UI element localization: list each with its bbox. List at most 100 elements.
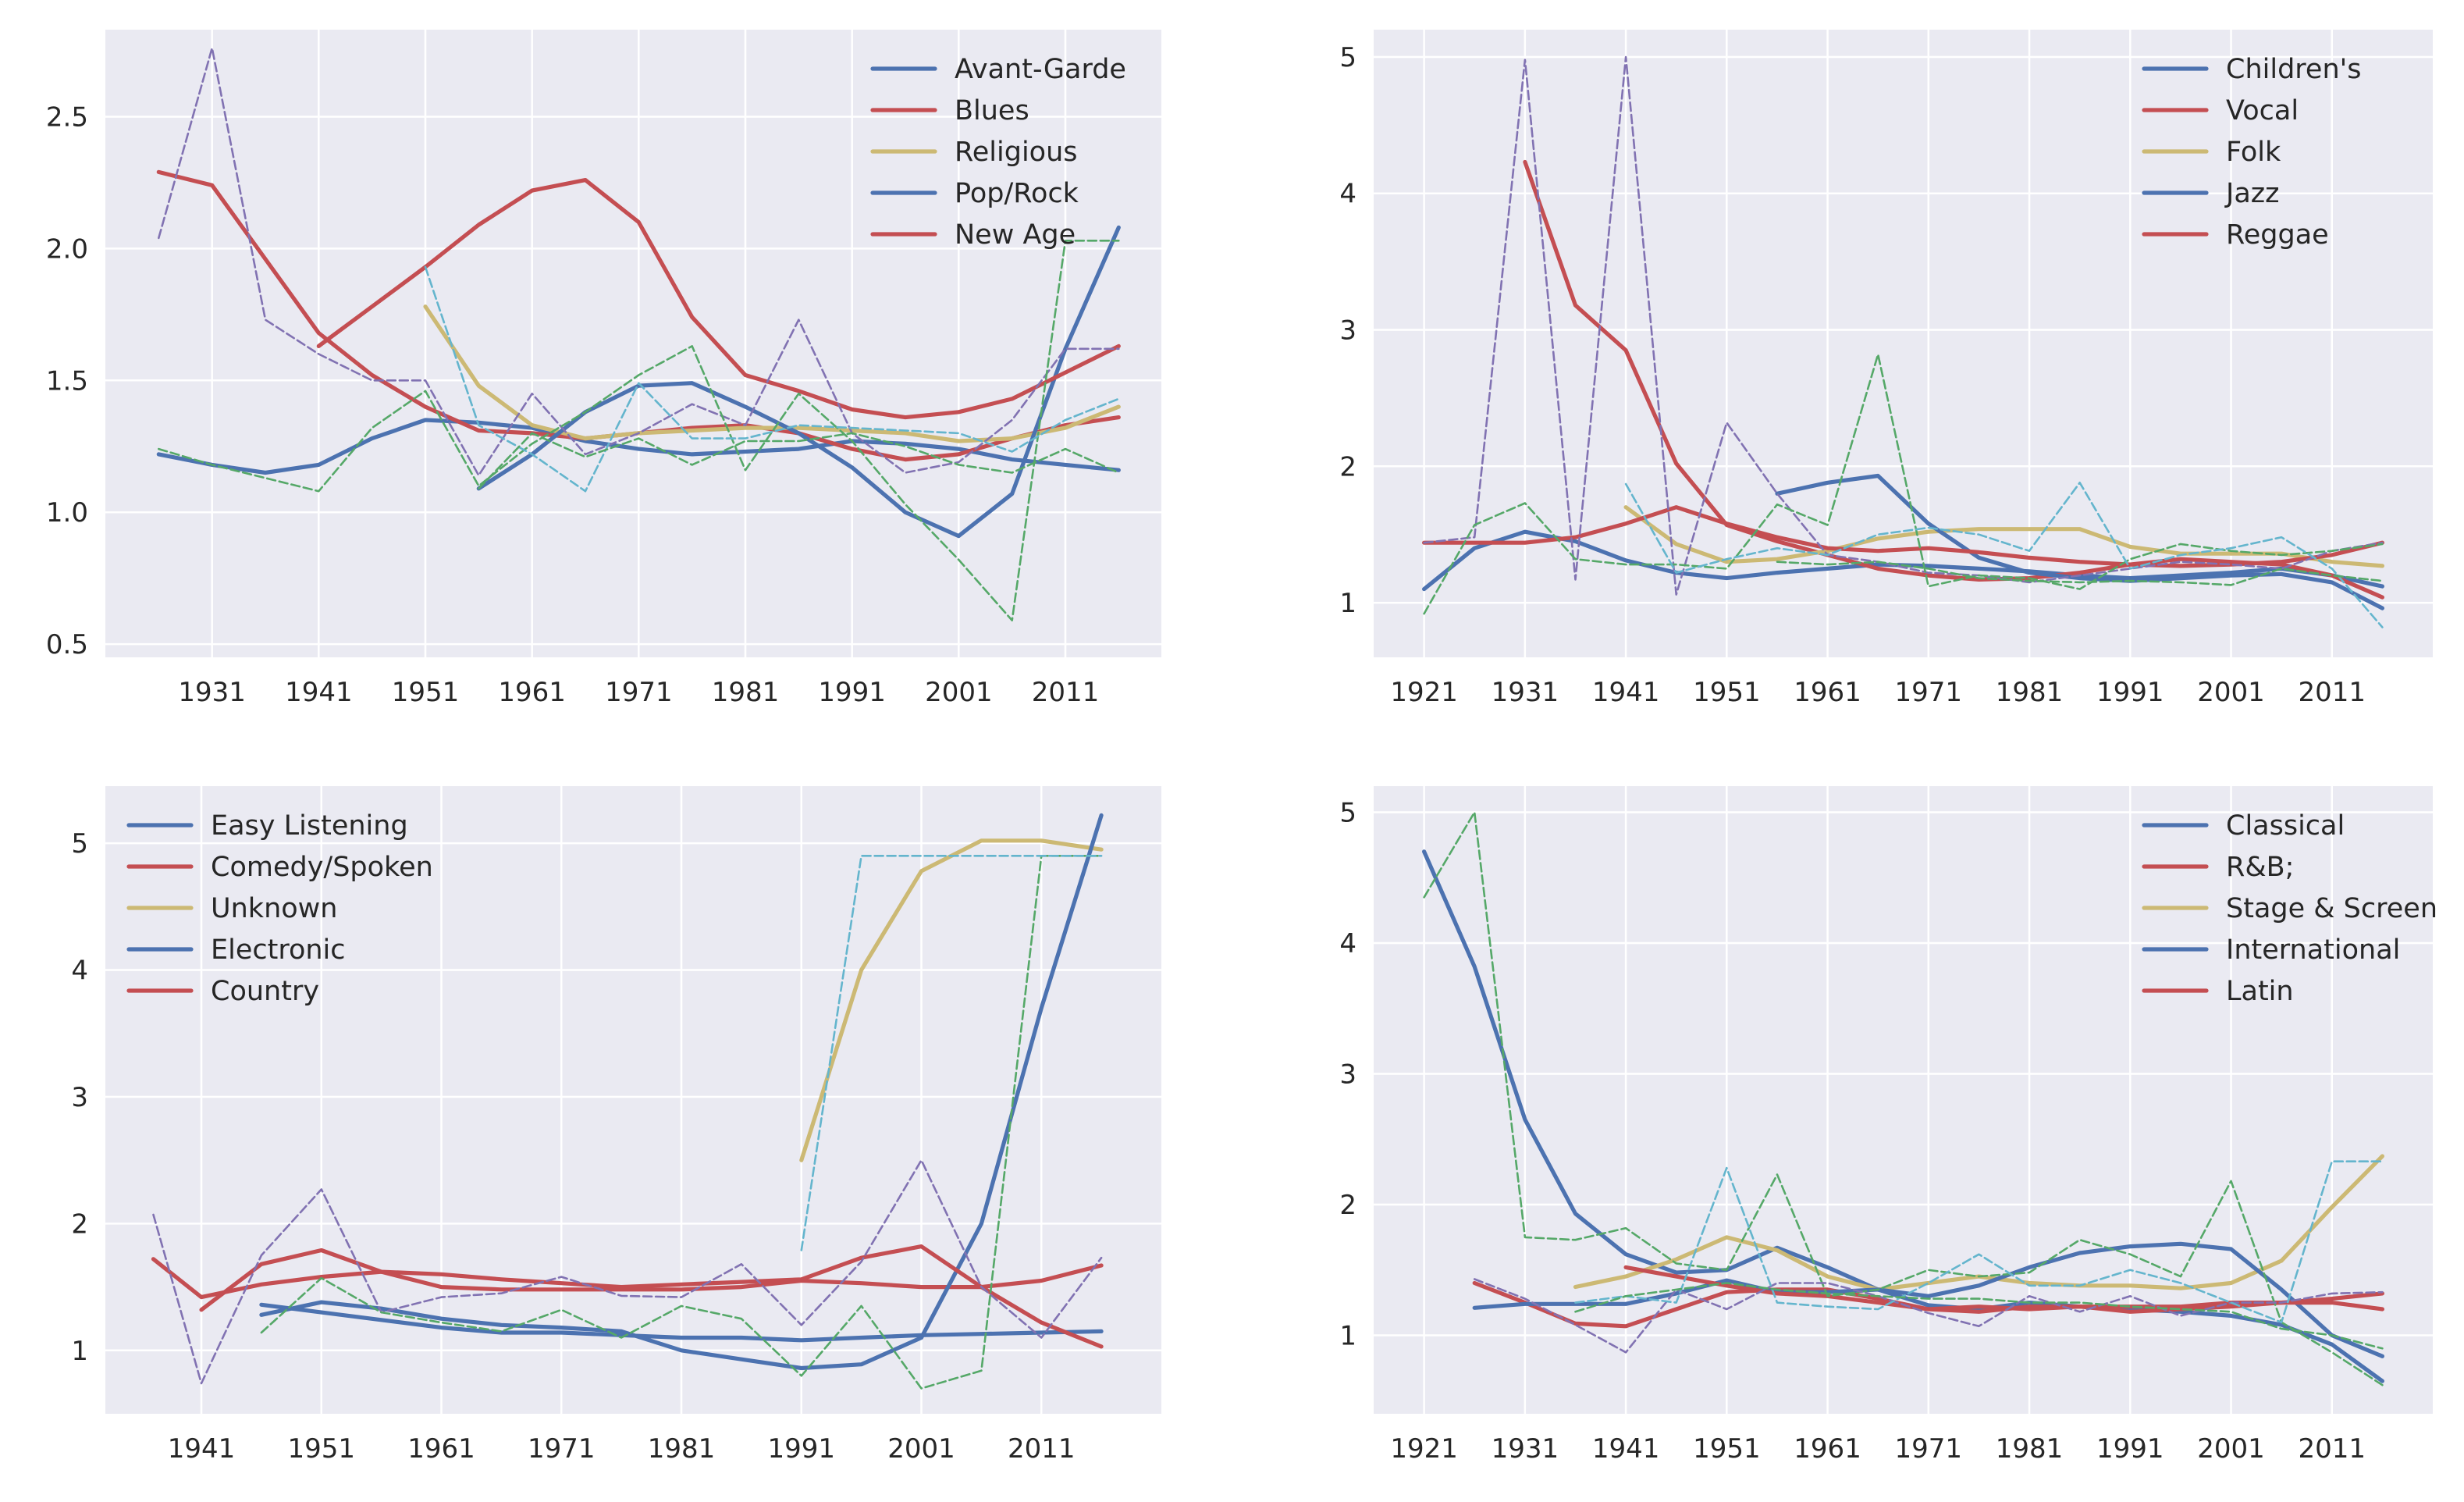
y-tick-label: 1 xyxy=(1339,588,1356,619)
series-line-dashed xyxy=(424,265,1120,493)
y-tick-label: 2 xyxy=(1339,1190,1356,1221)
y-tick-label: 2 xyxy=(71,1208,88,1240)
series-line-religious xyxy=(423,304,1121,443)
series-line-dashed xyxy=(1423,811,2384,1386)
legend-label: Folk xyxy=(2226,137,2281,168)
series-line-international xyxy=(1472,1241,2384,1358)
legend-label: Country xyxy=(211,976,319,1007)
chart-panel-2: 1921 1931 1941 1951 1961 1971 1981 1991 2001 2011… xyxy=(1339,30,2433,708)
x-tick-label: 1951 xyxy=(392,677,460,708)
legend-label: Vocal xyxy=(2226,95,2299,126)
series-line-dashed xyxy=(152,1159,1103,1385)
series-line-jazz xyxy=(1775,473,2384,610)
x-tick-label: 1981 xyxy=(1996,677,2064,708)
x-tick-label: 1991 xyxy=(2096,677,2164,708)
series-line-dashed xyxy=(260,855,1103,1390)
legend-label: Reggae xyxy=(2226,219,2329,251)
x-tick-label: 1951 xyxy=(1693,677,1761,708)
legend-label: Religious xyxy=(955,137,1078,168)
y-tick-label: 3 xyxy=(1339,1059,1356,1091)
chart-panel-4: 1921 1931 1941 1951 1961 1971 1981 1991 2001 2011… xyxy=(1339,786,2437,1465)
x-tick-label: 1941 xyxy=(1592,677,1660,708)
legend-label: Stage & Screen xyxy=(2226,893,2437,924)
x-tick-label: 1991 xyxy=(818,677,886,708)
plot-background xyxy=(105,30,1161,657)
x-tick-label: 1961 xyxy=(1794,1433,1861,1465)
y-tick-label: 3 xyxy=(71,1082,88,1113)
x-tick-label: 1981 xyxy=(712,677,780,708)
legend-label: R&B; xyxy=(2226,852,2294,883)
legend-label: Avant-Garde xyxy=(955,54,1126,85)
legend-label: International xyxy=(2226,934,2400,966)
legend-label: Children's xyxy=(2226,54,2361,85)
y-tick-label: 2.0 xyxy=(46,233,88,265)
legend-label: New Age xyxy=(955,219,1076,251)
series-line-avant-garde xyxy=(156,418,1121,475)
x-tick-label: 2001 xyxy=(2197,1433,2265,1465)
x-tick-label: 1931 xyxy=(178,677,246,708)
x-tick-label: 1961 xyxy=(498,677,566,708)
y-tick-label: 5 xyxy=(71,828,88,860)
x-tick-label: 1931 xyxy=(1492,1433,1559,1465)
x-tick-label: 1961 xyxy=(407,1433,475,1465)
y-tick-label: 1.0 xyxy=(46,497,88,529)
x-tick-label: 1971 xyxy=(605,677,673,708)
series-line-new-age xyxy=(316,178,1121,420)
series-line-dashed xyxy=(158,47,1120,477)
x-tick-label: 2011 xyxy=(2298,677,2366,708)
y-tick-label: 0.5 xyxy=(46,629,88,660)
series-line-country xyxy=(199,1244,1104,1349)
plot-background xyxy=(1374,786,2433,1414)
legend-label: Blues xyxy=(955,95,1029,126)
x-tick-label: 2001 xyxy=(887,1433,955,1465)
y-tick-label: 2 xyxy=(1339,451,1356,482)
y-tick-label: 1.5 xyxy=(46,365,88,397)
legend-label: Easy Listening xyxy=(211,810,408,842)
x-tick-label: 1921 xyxy=(1390,1433,1458,1465)
x-tick-label: 2011 xyxy=(2298,1433,2366,1465)
x-tick-label: 1981 xyxy=(1996,1433,2064,1465)
x-tick-label: 1941 xyxy=(285,677,353,708)
x-tick-label: 2011 xyxy=(1032,677,1100,708)
legend: Avant-Garde Blues Religious Pop/Rock New Age xyxy=(870,54,1126,251)
y-tick-label: 4 xyxy=(1339,179,1356,210)
legend-label: Comedy/Spoken xyxy=(211,852,433,883)
series-line-dashed xyxy=(1423,55,2384,596)
series-line-dashed xyxy=(1574,1160,2384,1324)
series-line-dashed xyxy=(1624,481,2384,628)
x-tick-label: 1991 xyxy=(2096,1433,2164,1465)
x-tick-label: 2001 xyxy=(2197,677,2265,708)
y-tick-label: 1 xyxy=(1339,1321,1356,1352)
y-tick-label: 5 xyxy=(1339,42,1356,73)
series-line-comedy-spoken xyxy=(151,1257,1104,1300)
x-tick-label: 1971 xyxy=(1895,677,1963,708)
x-tick-label: 1971 xyxy=(528,1433,596,1465)
series-line-dashed xyxy=(800,855,1103,1251)
x-tick-label: 1951 xyxy=(1693,1433,1761,1465)
legend: Children's Vocal Folk Jazz Reggae xyxy=(2142,54,2361,251)
series-line-dashed xyxy=(477,432,1120,490)
x-tick-label: 2011 xyxy=(1008,1433,1076,1465)
series-line-dashed xyxy=(158,239,1120,622)
y-tick-label: 4 xyxy=(1339,928,1356,959)
y-tick-label: 3 xyxy=(1339,315,1356,347)
y-tick-label: 1 xyxy=(71,1336,88,1367)
x-tick-label: 1941 xyxy=(1592,1433,1660,1465)
chart-panel-1: 1931 1941 1951 1961 1971 1981 1991 2001 2011 0.5 1… xyxy=(46,30,1161,708)
chart-panel-3: 1941 1951 1961 1971 1981 1991 2001 2011 1 2 3 4 5 Eas… xyxy=(71,786,1161,1465)
legend-label: Unknown xyxy=(211,893,337,924)
series-line-dashed xyxy=(1776,561,2384,586)
legend-label: Latin xyxy=(2226,976,2294,1007)
x-tick-label: 1931 xyxy=(1492,677,1559,708)
legend-label: Electronic xyxy=(211,934,346,966)
legend-label: Jazz xyxy=(2224,178,2280,209)
legend: Easy Listening Comedy/Spoken Unknown Electr… xyxy=(126,810,433,1007)
x-tick-label: 1991 xyxy=(767,1433,835,1465)
x-tick-label: 2001 xyxy=(925,677,993,708)
x-tick-label: 1921 xyxy=(1390,677,1458,708)
y-tick-label: 5 xyxy=(1339,798,1356,829)
series-line-easy-listening xyxy=(259,1302,1104,1343)
y-tick-label: 2.5 xyxy=(46,101,88,133)
x-tick-label: 1951 xyxy=(287,1433,355,1465)
